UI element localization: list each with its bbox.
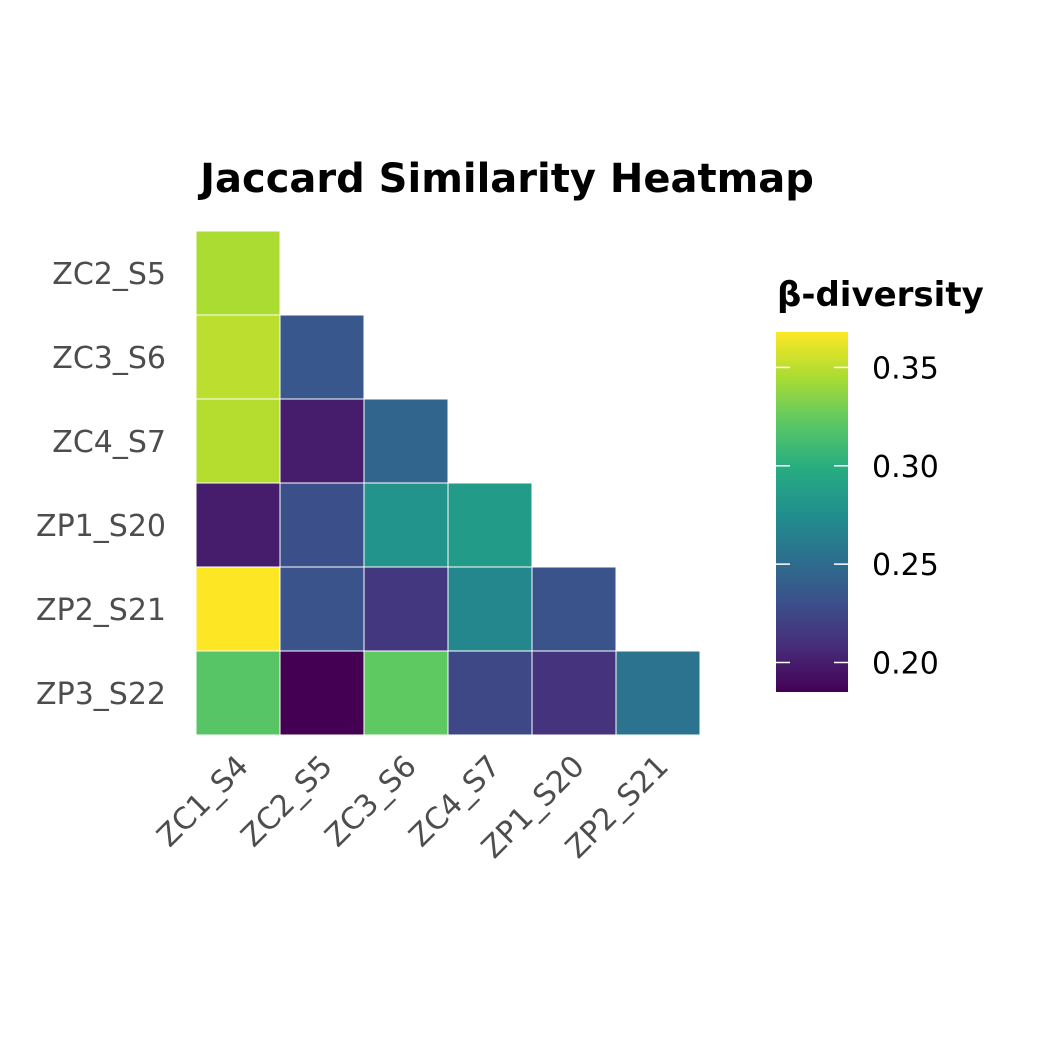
heatmap-cell [531,650,617,736]
heatmap-cell [195,314,281,400]
x-tick-label: ZC1_S4 [150,749,255,854]
legend-title: β-diversity [777,275,984,315]
legend-tick-label: 0.30 [872,450,939,485]
heatmap-cell [447,650,533,736]
heatmap-cell [279,398,365,484]
legend-ticks: 0.20 0.25 0.30 0.35 [776,351,939,681]
legend-tick-label: 0.35 [872,351,939,386]
legend-tick-label: 0.20 [872,646,939,681]
legend-tick-label: 0.25 [872,548,939,583]
heatmap-cell [363,398,449,484]
heatmap-cell [195,650,281,736]
y-tick-label: ZP1_S20 [36,509,166,544]
x-tick-label: ZC3_S6 [318,749,423,854]
heatmap-cell [363,482,449,568]
heatmap-cell [195,566,281,652]
heatmap-cell [195,482,281,568]
heatmap-cell [195,230,281,316]
heatmap-cell [447,482,533,568]
heatmap-cell [279,314,365,400]
x-tick-label: ZC2_S5 [234,749,339,854]
chart-title: Jaccard Similarity Heatmap [197,156,814,202]
y-axis-tick-labels: ZC2_S5 ZC3_S6 ZC4_S7 ZP1_S20 ZP2_S21 ZP3_S22 [36,257,166,712]
heatmap-cell [531,566,617,652]
y-tick-label: ZP3_S22 [36,677,166,712]
heatmap-cells [195,230,701,736]
y-tick-label: ZP2_S21 [36,593,166,628]
heatmap-cell [363,566,449,652]
heatmap-cell [363,650,449,736]
y-tick-label: ZC4_S7 [52,425,166,460]
color-legend: β-diversity 0.20 0.25 0.30 0.35 [776,275,984,692]
heatmap-cell [195,398,281,484]
heatmap-cell [279,650,365,736]
heatmap-cell [447,566,533,652]
legend-colorbar [776,332,848,692]
y-tick-label: ZC2_S5 [52,257,166,292]
heatmap-cell [615,650,701,736]
y-tick-label: ZC3_S6 [52,341,166,376]
heatmap-cell [279,482,365,568]
heatmap-cell [279,566,365,652]
